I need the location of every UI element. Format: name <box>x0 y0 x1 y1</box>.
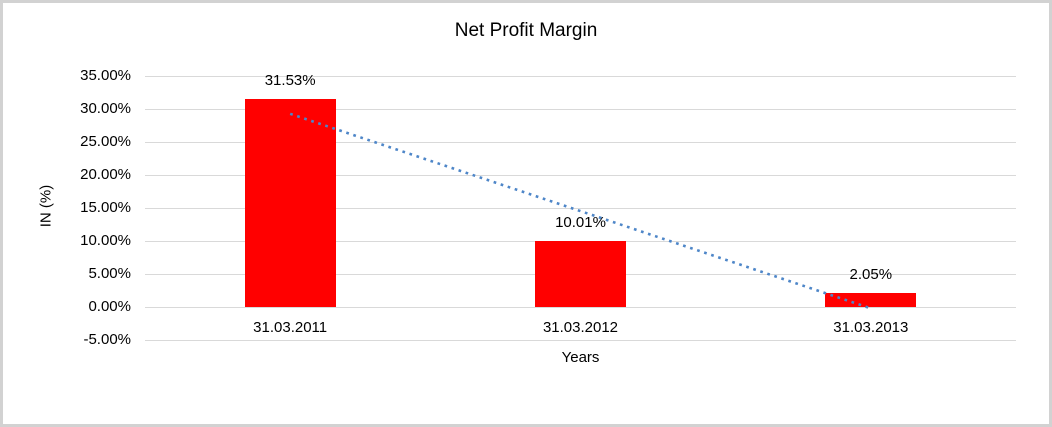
bar-value-label: 10.01% <box>555 213 606 231</box>
y-tick-label: 35.00% <box>80 67 131 84</box>
bar-value-label: 31.53% <box>264 71 316 89</box>
bar <box>825 293 917 307</box>
x-tick-label: 31.03.2011 <box>253 319 328 336</box>
y-tick-label: 25.00% <box>80 133 131 150</box>
bar-value-label: 2.05% <box>849 266 893 284</box>
y-tick-label: 10.00% <box>80 232 131 249</box>
bar <box>244 98 336 307</box>
y-tick-label: 0.00% <box>88 298 131 315</box>
x-tick-label: 31.03.2012 <box>542 319 619 336</box>
y-tick-label: 15.00% <box>80 199 131 216</box>
y-tick-label: -5.00% <box>83 331 131 348</box>
x-tick-label: 31.03.2013 <box>833 319 909 336</box>
x-axis-title: Years <box>561 349 600 366</box>
y-tick-label: 20.00% <box>80 166 131 183</box>
y-tick-label: 30.00% <box>80 100 131 117</box>
bar <box>535 240 626 307</box>
gridline <box>145 339 1016 341</box>
chart-title: Net Profit Margin <box>454 20 598 41</box>
gridline <box>145 108 1016 110</box>
y-tick-label: 5.00% <box>88 265 131 282</box>
gridline <box>145 75 1016 77</box>
